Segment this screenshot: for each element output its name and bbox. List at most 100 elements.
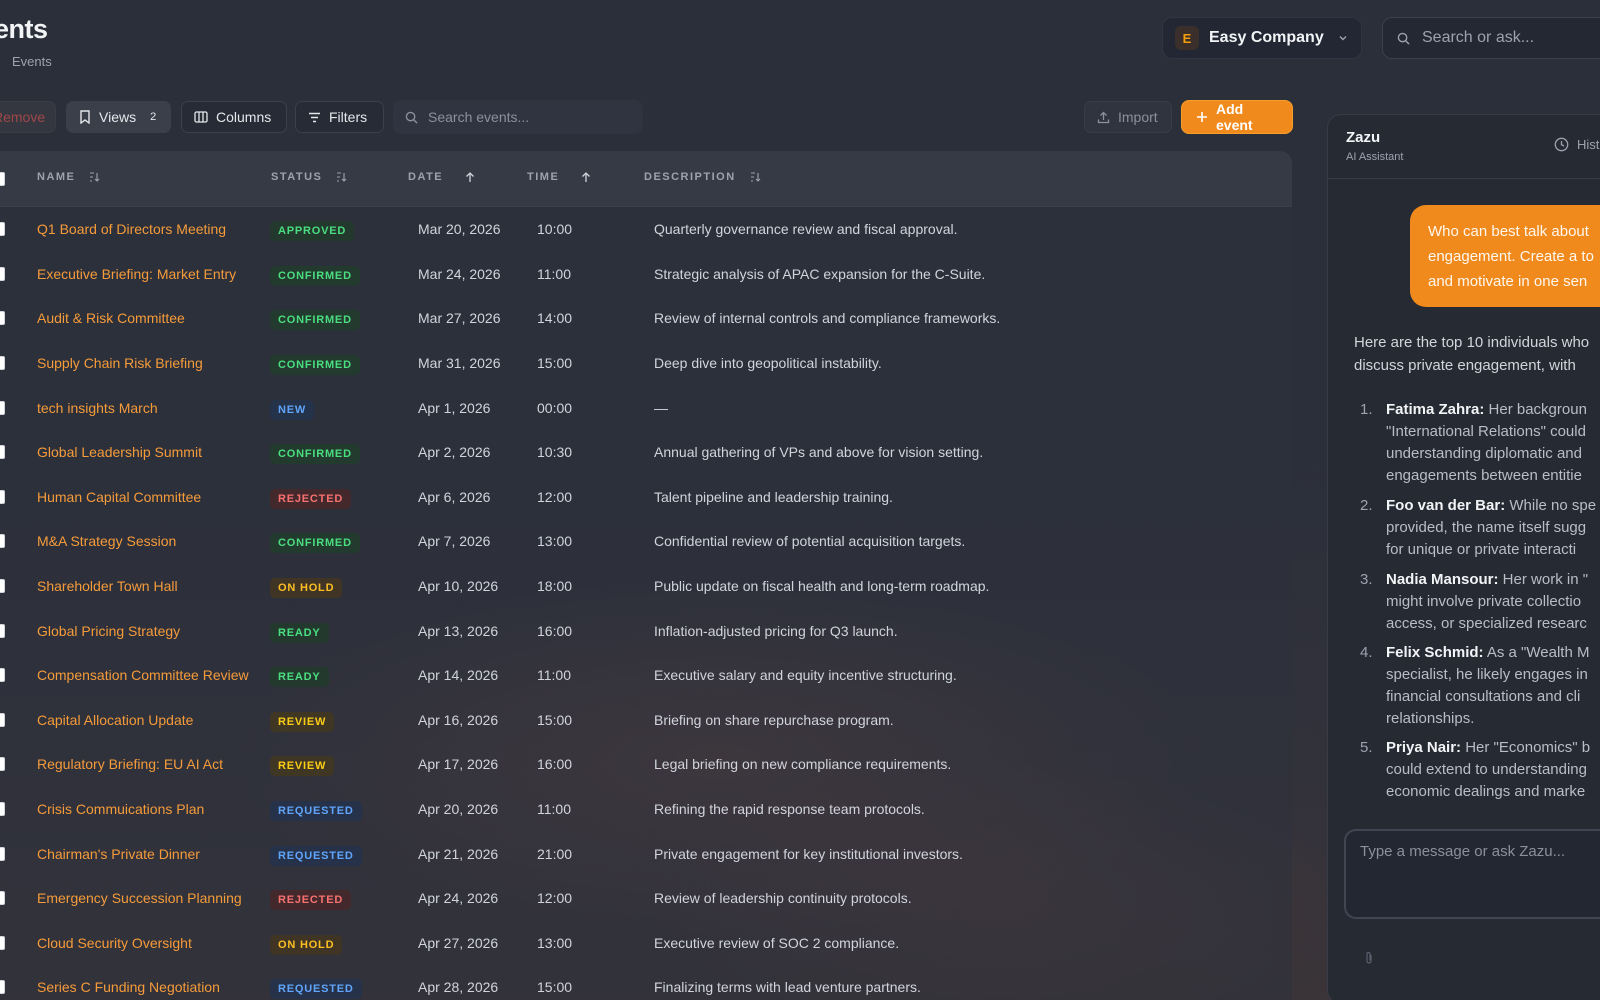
event-name-link[interactable]: Regulatory Briefing: EU AI Act xyxy=(37,756,223,773)
row-checkbox[interactable] xyxy=(0,668,5,683)
event-name-link[interactable]: M&A Strategy Session xyxy=(37,533,177,550)
columns-button[interactable]: Columns xyxy=(181,101,287,133)
table-row[interactable]: Audit & Risk Committee CONFIRMED Mar 27, 2… xyxy=(0,296,1292,341)
column-header-time[interactable]: TIME xyxy=(527,171,591,183)
row-checkbox[interactable] xyxy=(0,846,5,861)
event-name-link[interactable]: Series C Funding Negotiation xyxy=(37,979,220,996)
add-event-button[interactable]: Add event xyxy=(1181,100,1293,134)
events-search-input[interactable]: Search events... xyxy=(393,100,643,134)
row-checkbox[interactable] xyxy=(0,445,5,460)
remove-button[interactable]: Remove xyxy=(0,101,56,133)
event-name-link[interactable]: Shareholder Town Hall xyxy=(37,578,178,595)
row-checkbox[interactable] xyxy=(0,534,5,549)
event-name-link[interactable]: Supply Chain Risk Briefing xyxy=(37,355,203,372)
event-time: 15:00 xyxy=(537,979,573,996)
row-checkbox[interactable] xyxy=(0,222,5,237)
table-row[interactable]: Emergency Succession Planning REJECTED Apr… xyxy=(0,876,1292,921)
event-name-link[interactable]: Q1 Board of Directors Meeting xyxy=(37,221,227,238)
status-cell: CONFIRMED xyxy=(270,355,360,376)
column-header-date[interactable]: DATE xyxy=(408,171,475,183)
status-badge: NEW xyxy=(270,399,315,420)
table-row[interactable]: Capital Allocation Update REVIEW Apr 16, 2… xyxy=(0,698,1292,743)
sort-options-icon[interactable] xyxy=(750,172,762,182)
events-search-placeholder: Search events... xyxy=(428,109,530,125)
status-badge: REQUESTED xyxy=(270,845,362,866)
event-name-link[interactable]: Human Capital Committee xyxy=(37,488,202,505)
person-name: Felix Schmid: xyxy=(1386,644,1484,661)
company-switcher[interactable]: E Easy Company xyxy=(1162,17,1362,59)
event-name-link[interactable]: Audit & Risk Committee xyxy=(37,310,185,327)
row-checkbox[interactable] xyxy=(0,757,5,772)
table-row[interactable]: Shareholder Town Hall ON HOLD Apr 10, 2026… xyxy=(0,564,1292,609)
event-name-link[interactable]: Cloud Security Oversight xyxy=(37,934,192,951)
table-row[interactable]: Executive Briefing: Market Entry CONFIRME… xyxy=(0,252,1292,297)
upload-icon xyxy=(1097,111,1110,124)
row-checkbox[interactable] xyxy=(0,980,5,995)
event-name-link[interactable]: Executive Briefing: Market Entry xyxy=(37,265,237,282)
table-row[interactable]: Crisis Commuications Plan REQUESTED Apr 20… xyxy=(0,787,1292,832)
person-name: Priya Nair: xyxy=(1386,739,1462,756)
table-row[interactable]: Q1 Board of Directors Meeting APPROVED Mar… xyxy=(0,207,1292,252)
history-button[interactable]: Hist xyxy=(1554,137,1599,152)
table-row[interactable]: Cloud Security Oversight ON HOLD Apr 27, 2… xyxy=(0,921,1292,966)
table-row[interactable]: Human Capital Committee REJECTED Apr 6, 20… xyxy=(0,475,1292,520)
row-checkbox[interactable] xyxy=(0,802,5,817)
row-checkbox[interactable] xyxy=(0,356,5,371)
table-row[interactable]: Series C Funding Negotiation REQUESTED Apr… xyxy=(0,965,1292,1000)
status-badge: APPROVED xyxy=(270,221,355,242)
table-row[interactable]: M&A Strategy Session CONFIRMED Apr 7, 2026… xyxy=(0,519,1292,564)
table-row[interactable]: Global Pricing Strategy READY Apr 13, 2026… xyxy=(0,608,1292,653)
global-search-input[interactable]: Search or ask... xyxy=(1382,17,1600,59)
sort-options-icon[interactable] xyxy=(336,172,348,182)
assistant-title: Zazu xyxy=(1346,129,1381,146)
event-date: Apr 1, 2026 xyxy=(418,399,491,416)
event-description: Strategic analysis of APAC expansion for… xyxy=(654,265,986,282)
table-row[interactable]: Regulatory Briefing: EU AI Act REVIEW Apr … xyxy=(0,742,1292,787)
table-row[interactable]: Global Leadership Summit CONFIRMED Apr 2, … xyxy=(0,430,1292,475)
status-badge: CONFIRMED xyxy=(270,444,360,465)
sort-options-icon[interactable] xyxy=(89,172,101,182)
event-name-link[interactable]: Global Leadership Summit xyxy=(37,444,202,461)
event-date: Apr 13, 2026 xyxy=(418,622,499,639)
event-name-link[interactable]: Emergency Succession Planning xyxy=(37,890,242,907)
column-header-description[interactable]: DESCRIPTION xyxy=(644,171,762,183)
event-name-link[interactable]: Capital Allocation Update xyxy=(37,711,194,728)
import-button[interactable]: Import xyxy=(1084,101,1172,133)
message-input-placeholder: Type a message or ask Zazu... xyxy=(1360,843,1566,860)
select-all-checkbox[interactable] xyxy=(0,172,5,186)
row-checkbox[interactable] xyxy=(0,935,5,950)
table-row[interactable]: Compensation Committee Review READY Apr 14… xyxy=(0,653,1292,698)
person-detail: Her "Economics" b could extend to unders… xyxy=(1386,739,1591,800)
row-checkbox[interactable] xyxy=(0,266,5,281)
event-date: Apr 21, 2026 xyxy=(418,845,499,862)
row-checkbox[interactable] xyxy=(0,311,5,326)
event-name-link[interactable]: Crisis Commuications Plan xyxy=(37,801,205,818)
row-checkbox[interactable] xyxy=(0,579,5,594)
column-header-name[interactable]: NAME xyxy=(37,171,101,183)
row-checkbox[interactable] xyxy=(0,489,5,504)
row-checkbox[interactable] xyxy=(0,891,5,906)
event-name-link[interactable]: Compensation Committee Review xyxy=(37,667,249,684)
row-checkbox[interactable] xyxy=(0,712,5,727)
views-button[interactable]: Views 2 xyxy=(66,101,171,133)
paperclip-icon[interactable] xyxy=(1364,951,1374,965)
row-checkbox[interactable] xyxy=(0,400,5,415)
plus-icon xyxy=(1196,111,1208,123)
table-row[interactable]: tech insights March NEW Apr 1, 2026 00:00 — xyxy=(0,385,1292,430)
event-name-link[interactable]: Chairman's Private Dinner xyxy=(37,845,200,862)
event-name-link[interactable]: Global Pricing Strategy xyxy=(37,622,181,639)
message-input[interactable]: Type a message or ask Zazu... xyxy=(1344,829,1600,919)
table-row[interactable]: Supply Chain Risk Briefing CONFIRMED Mar 3… xyxy=(0,341,1292,386)
event-name-link[interactable]: tech insights March xyxy=(37,399,158,416)
arrow-up-icon[interactable] xyxy=(465,171,475,183)
row-checkbox[interactable] xyxy=(0,623,5,638)
column-header-status[interactable]: STATUS xyxy=(271,171,348,183)
status-badge: REQUESTED xyxy=(270,979,362,1000)
filters-button[interactable]: Filters xyxy=(295,101,384,133)
table-row[interactable]: Chairman's Private Dinner REQUESTED Apr 21… xyxy=(0,831,1292,876)
event-description: Briefing on share repurchase program. xyxy=(654,711,894,728)
breadcrumb[interactable]: Events xyxy=(12,54,52,69)
event-time: 14:00 xyxy=(537,310,573,327)
arrow-up-icon[interactable] xyxy=(581,171,591,183)
event-time: 15:00 xyxy=(537,711,573,728)
